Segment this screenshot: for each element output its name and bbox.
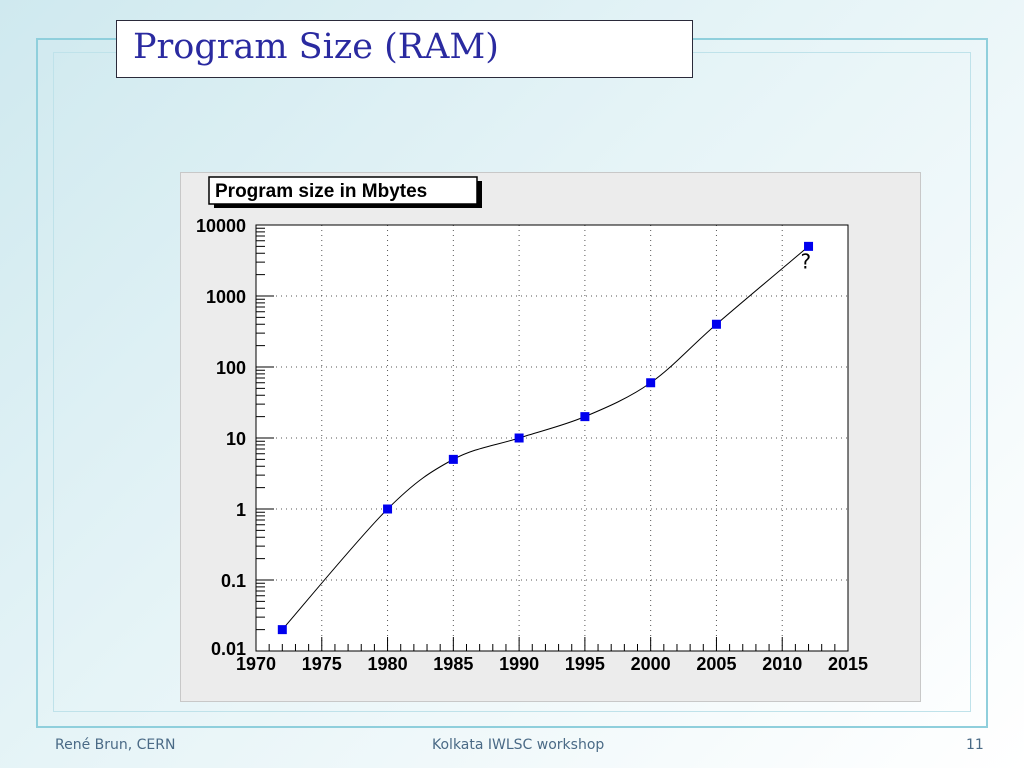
data-point-marker <box>804 241 814 251</box>
chart-svg: 1970 1975 1980 1985 1990 1995 2000 2005 2010 2015… <box>196 176 868 674</box>
data-point-marker <box>514 433 524 443</box>
x-tick-label: 1980 <box>368 654 408 674</box>
question-mark-annotation: ? <box>801 249 812 273</box>
x-tick-label: 2010 <box>762 654 802 674</box>
y-tick-label: 1 <box>236 500 246 520</box>
data-point-marker <box>646 378 656 388</box>
footer-event: Kolkata IWLSC workshop <box>432 737 605 753</box>
data-point-marker <box>383 504 393 514</box>
footer-page-number: 11 <box>966 737 984 753</box>
chart-title: Program size in Mbytes <box>215 181 427 202</box>
x-tick-label: 2005 <box>696 654 736 674</box>
x-tick-label: 1970 <box>236 654 276 674</box>
x-tick-label: 1985 <box>433 654 473 674</box>
data-point-marker <box>580 412 590 422</box>
x-tick-label: 2000 <box>631 654 671 674</box>
footer-author: René Brun, CERN <box>55 737 176 753</box>
y-tick-label: 0.01 <box>211 639 246 659</box>
y-tick-label: 10 <box>226 429 246 449</box>
chart-panel: 1970 1975 1980 1985 1990 1995 2000 2005 2010 2015… <box>180 172 921 702</box>
y-tick-label: 1000 <box>206 287 246 307</box>
slide-title-box: Program Size (RAM) <box>116 20 693 78</box>
x-tick-label: 1995 <box>565 654 605 674</box>
plot-frame <box>255 224 849 652</box>
y-tick-label: 0.1 <box>221 571 246 591</box>
x-tick-label: 1975 <box>302 654 342 674</box>
y-tick-label: 100 <box>216 358 246 378</box>
x-tick-label: 2015 <box>828 654 868 674</box>
chart-title-box <box>208 176 478 205</box>
slide-title: Program Size (RAM) <box>133 27 499 67</box>
y-tick-label: 10000 <box>196 216 246 236</box>
data-point-marker <box>448 454 458 464</box>
x-tick-label: 1990 <box>499 654 539 674</box>
data-point-marker <box>711 319 721 329</box>
data-point-marker <box>277 625 287 635</box>
